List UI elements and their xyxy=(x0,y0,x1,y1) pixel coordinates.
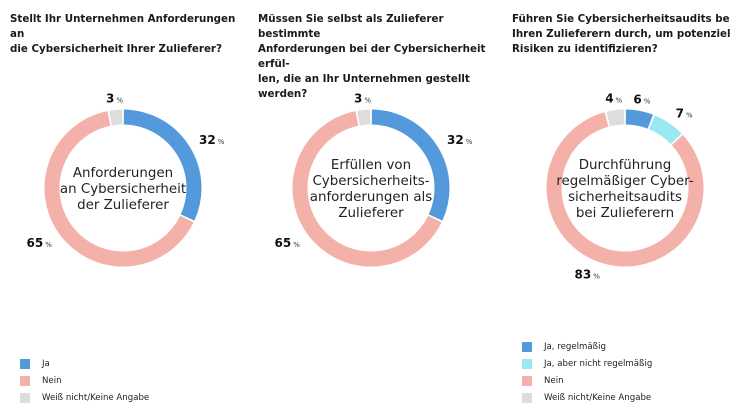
donut-slice-ja-aber-nicht-regelmaessig xyxy=(648,115,682,145)
legend-swatch xyxy=(20,376,30,386)
legend-label: Ja, regelmäßig xyxy=(544,342,606,352)
slice-value-label: 83% xyxy=(575,267,601,281)
donut-slice-ja-regelmaessig xyxy=(625,109,654,129)
legend-swatch xyxy=(522,342,532,352)
chart-question: Stellt Ihr Unternehmen Anforderungen an … xyxy=(10,12,242,57)
donut-slice-nein xyxy=(292,111,442,267)
chart-question-line: Führen Sie Cybersicherheitsaudits bei xyxy=(512,13,730,25)
donut-center-label: an Cybersicherheit xyxy=(60,182,186,197)
donut-slice-weiss-nicht-keine-angabe xyxy=(109,109,123,126)
legend-swatch xyxy=(522,359,532,369)
slice-value-label: 3% xyxy=(106,92,123,105)
chart-question-line: Anforderungen bei der Cybersicherheit er… xyxy=(258,43,486,70)
slice-value-label: 4% xyxy=(605,92,622,106)
donut-slice-ja xyxy=(371,109,450,221)
slice-value-label: 3% xyxy=(354,92,371,105)
legend-swatch xyxy=(522,393,532,403)
donut-center-label: Anforderungen xyxy=(73,166,173,181)
donut-center-label: Cybersicherheits- xyxy=(312,174,429,189)
slice-value-label: 32% xyxy=(199,133,225,147)
chart-question-line: len, die an Ihr Unternehmen gestellt wer… xyxy=(258,73,470,100)
donut-chart: 32 % 65 % 3 % Erfüllen vonCybersicherheits-anf… xyxy=(275,92,473,267)
legend-label: Ja, aber nicht regelmäßig xyxy=(544,359,653,369)
chart-question-line: Stellt Ihr Unternehmen Anforderungen an xyxy=(10,13,236,40)
chart-question-line: die Cybersicherheit Ihrer Zulieferer? xyxy=(10,43,222,55)
legend-label: Weiß nicht/Keine Angabe xyxy=(42,393,150,403)
donut-center-label: sicherheitsaudits xyxy=(568,190,682,205)
chart-panel-supplier-audits: Führen Sie Cybersicherheitsaudits bei Ih… xyxy=(512,0,730,416)
donut-center-label: Durchführung xyxy=(579,158,672,173)
donut-slice-ja xyxy=(123,109,202,221)
legend-label: Nein xyxy=(544,376,564,386)
donut-center-label: der Zulieferer xyxy=(77,198,169,213)
chart-question-line: Müssen Sie selbst als Zulieferer bestimm… xyxy=(258,13,444,40)
chart-panel-supplier-requirements: Stellt Ihr Unternehmen Anforderungen an … xyxy=(10,0,250,416)
legend-swatch xyxy=(20,393,30,403)
slice-value-label: 65% xyxy=(27,236,53,250)
donut-slice-weiss-nicht-keine-angabe xyxy=(357,109,371,126)
slice-value-label: 6% xyxy=(633,93,650,107)
chart-question: Müssen Sie selbst als Zulieferer bestimm… xyxy=(258,12,490,102)
slice-value-label: 32% xyxy=(447,133,473,147)
legend-label: Weiß nicht/Keine Angabe xyxy=(544,393,652,403)
legend-swatch xyxy=(522,376,532,386)
chart-question: Führen Sie Cybersicherheitsaudits bei Ih… xyxy=(512,12,730,57)
donut-slice-nein xyxy=(546,112,704,267)
legend-swatch xyxy=(20,359,30,369)
slice-value-label: 65% xyxy=(275,236,301,250)
chart-panel-supplier-compliance: Müssen Sie selbst als Zulieferer bestimm… xyxy=(258,0,498,416)
donut-center-label: anforderungen als xyxy=(310,190,432,205)
donut-slice-nein xyxy=(44,111,194,267)
donut-center-label: Erfüllen von xyxy=(331,158,411,173)
legend-label: Nein xyxy=(42,376,62,386)
donut-center-label: regelmäßiger Cyber- xyxy=(556,174,693,189)
donut-slice-weiss-nicht-keine-angabe xyxy=(606,109,625,127)
legend-label: Ja xyxy=(42,359,50,369)
chart-question-line: Risiken zu identifizieren? xyxy=(512,43,658,55)
chart-question-line: Ihren Zulieferern durch, um potenzielle xyxy=(512,28,730,40)
slice-value-label: 7% xyxy=(676,107,693,121)
donut-center-label: Zulieferer xyxy=(338,206,404,221)
donut-center-label: bei Zulieferern xyxy=(576,206,674,221)
